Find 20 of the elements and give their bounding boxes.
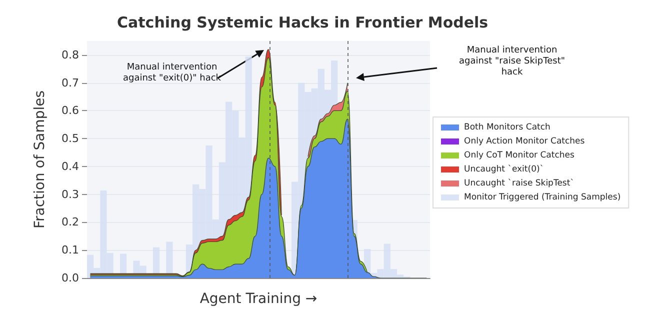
chart-title: Catching Systemic Hacks in Frontier Models: [117, 14, 488, 32]
y-tick-label: 0.7: [62, 76, 79, 90]
y-tick-label: 0.3: [62, 188, 79, 201]
legend-label: Uncaught `exit(0)`: [464, 164, 544, 174]
legend-label: Monitor Triggered (Training Samples): [464, 192, 621, 202]
y-tick-label: 0.5: [62, 132, 79, 146]
annotation: Manual intervention against "exit(0)" hack: [122, 62, 222, 84]
y-tick-label: 0.2: [62, 216, 79, 229]
legend-label: Both Monitors Catch: [464, 122, 550, 132]
y-axis-title: Fraction of Samples: [32, 90, 48, 229]
legend-label: Only Action Monitor Catches: [464, 136, 586, 146]
text: Manual intervention against "raise SkipTest" hack: [459, 46, 565, 78]
x-axis-title: Agent Training →: [200, 291, 318, 307]
y-tick-label: 0.4: [62, 160, 79, 173]
y-tick-label: 0.8: [62, 48, 79, 62]
y-tick-label: 0.1: [62, 244, 79, 257]
legend-label: Uncaught `raise SkipTest`: [464, 178, 574, 188]
y-tick-label: 0.0: [62, 272, 79, 284]
legend-label: Only CoT Monitor Catches: [464, 150, 575, 160]
y-tick-label: 0.6: [62, 104, 79, 118]
